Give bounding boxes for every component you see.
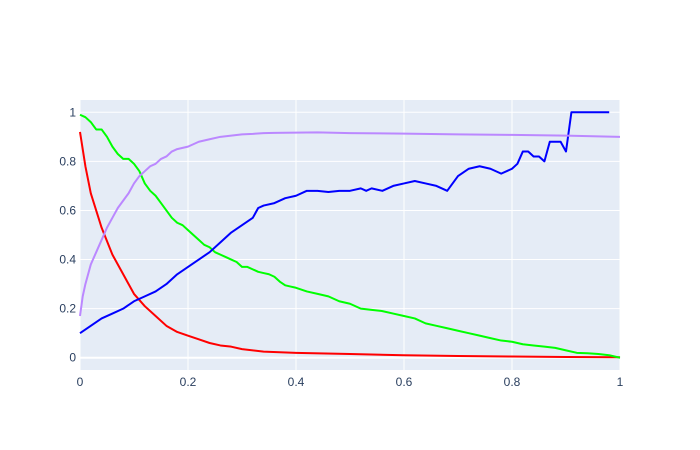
- y-tick-label: 0: [69, 351, 76, 365]
- series-layer: [79, 111, 621, 359]
- gridlines: [79, 100, 621, 370]
- series-line-3: [79, 111, 610, 335]
- y-tick-label: 0.2: [59, 302, 76, 316]
- y-tick-label: 0.8: [59, 154, 76, 168]
- y-tick-label: 1: [69, 105, 76, 119]
- x-tick-label: 0.8: [504, 375, 521, 389]
- series-line-1: [79, 131, 621, 359]
- plot-background: [80, 100, 620, 370]
- y-tick-label: 0.4: [59, 253, 76, 267]
- x-tick-label: 0.2: [180, 375, 197, 389]
- x-tick-label: 0.6: [396, 375, 413, 389]
- series-line-2: [79, 113, 621, 359]
- series-line-4: [79, 131, 621, 317]
- y-axis: 0 0.2 0.4 0.6 0.8 1: [59, 105, 76, 364]
- x-tick-label: 1: [617, 375, 624, 389]
- x-axis: 0 0.2 0.4 0.6 0.8 1: [77, 375, 624, 389]
- x-tick-label: 0.4: [288, 375, 305, 389]
- y-tick-label: 0.6: [59, 203, 76, 217]
- x-tick-label: 0: [77, 375, 84, 389]
